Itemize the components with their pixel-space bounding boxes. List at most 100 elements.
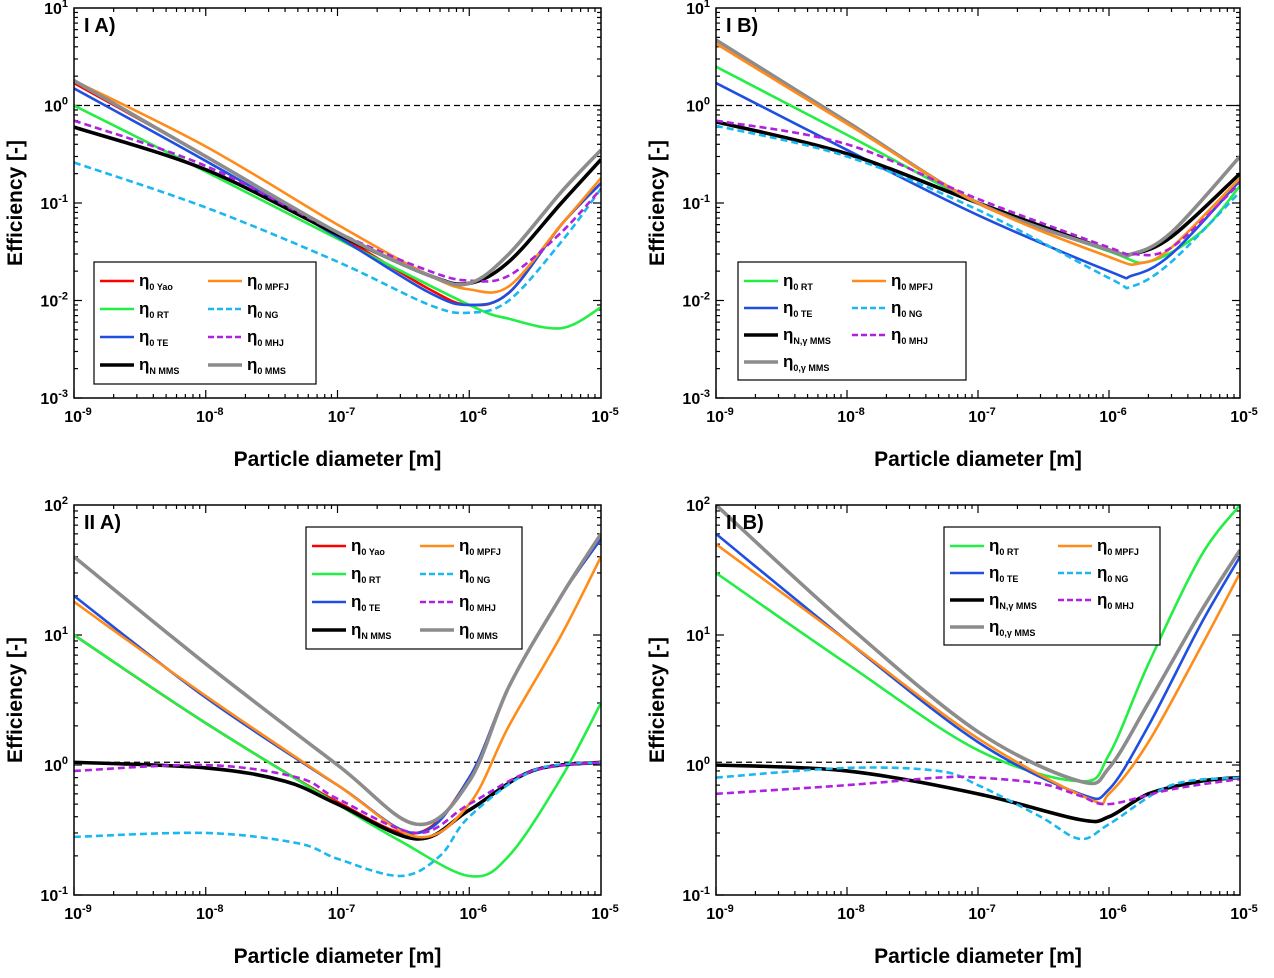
- legend: η0 RT η0 TE ηN,γ MMS η0,γ MMS η0 MPFJ η0 NG η0…: [943, 526, 1161, 646]
- x-axis-title: Particle diameter [m]: [234, 448, 442, 471]
- x-tick-label: 10-8: [837, 406, 865, 426]
- legend: η0 RT η0 TE ηN,γ MMS η0,γ MMS η0 MPFJ η0 NG η0…: [737, 261, 967, 381]
- series-line-0-ng: [716, 766, 1240, 841]
- y-tick-label: 101: [44, 625, 68, 645]
- series-line-0-mhj: [716, 119, 1240, 257]
- legend-entry: η0 MPFJ: [459, 536, 501, 557]
- legend-entry: η0 MPFJ: [1097, 536, 1139, 557]
- y-tick-label: 10-1: [40, 885, 68, 905]
- series-line-0-mms: [716, 38, 1240, 259]
- y-tick-label: 101: [686, 0, 710, 18]
- x-axis-title: Particle diameter [m]: [874, 448, 1082, 471]
- y-tick-label: 102: [44, 495, 68, 515]
- series-line-0-rt: [716, 65, 1240, 265]
- series-line-0-mms: [74, 79, 601, 287]
- y-tick-label: 100: [686, 96, 710, 116]
- legend-entry: η0 RT: [139, 299, 169, 320]
- plot-frame: [715, 7, 1241, 399]
- chart-panel-1: 10-9 10-8 10-7 10-6 10-5 10-3 10-2 10-1 100 101 Pa…: [4, 0, 619, 471]
- legend-entry: η0 NG: [891, 298, 922, 319]
- panel-label: I B): [726, 15, 758, 37]
- y-tick-label: 10-2: [40, 291, 68, 311]
- chart-panel-3: 10-9 10-8 10-7 10-6 10-5 10-1 100 101 102 Particl…: [4, 495, 619, 968]
- legend-entry: η0 NG: [459, 564, 490, 585]
- series-line-0-mpfj: [716, 42, 1240, 267]
- legend-entry: η0,γ MMS: [989, 617, 1035, 638]
- x-tick-label: 10-6: [459, 406, 487, 426]
- series-line-0-mpfj: [74, 556, 601, 839]
- series-line-0-ng: [74, 161, 601, 315]
- series-line-0-mms: [716, 505, 1240, 786]
- y-tick-label: 102: [686, 495, 710, 515]
- series-group: [74, 79, 601, 330]
- series-line-0-mhj: [74, 119, 601, 283]
- legend-entry: η0 RT: [783, 271, 813, 292]
- x-tick-label: 10-5: [591, 903, 619, 923]
- legend-entry: ηN MMS: [351, 620, 391, 641]
- y-tick-label: 10-2: [682, 291, 710, 311]
- x-tick-label: 10-6: [1099, 903, 1127, 923]
- x-tick-label: 10-8: [837, 903, 865, 923]
- series-group: [716, 505, 1240, 841]
- x-tick-label: 10-7: [328, 903, 356, 923]
- legend-entry: η0 MMS: [247, 355, 286, 376]
- series-line-n-mms: [716, 763, 1240, 824]
- legend-entry: η0 TE: [783, 298, 812, 319]
- series-line-0-mhj: [74, 760, 601, 835]
- legend-entry: η0 TE: [989, 563, 1018, 584]
- legend-entry: η0 NG: [1097, 563, 1128, 584]
- legend-entry: ηN MMS: [139, 355, 179, 376]
- legend-entry: η0 MHJ: [891, 325, 928, 346]
- y-tick-label: 10-3: [40, 388, 68, 408]
- legend-entry: η0 MPFJ: [891, 271, 933, 292]
- y-axis-title: Efficiency [-]: [646, 140, 669, 266]
- legend-entry: ηN,γ MMS: [989, 590, 1037, 611]
- legend-entry: η0,γ MMS: [783, 352, 829, 373]
- x-tick-label: 10-7: [328, 406, 356, 426]
- y-tick-label: 100: [686, 755, 710, 775]
- x-tick-label: 10-5: [1230, 903, 1258, 923]
- legend-entry: η0 Yao: [139, 271, 173, 292]
- y-axis-title: Efficiency [-]: [646, 637, 669, 763]
- legend: η0 Yao η0 RT η0 TE ηN MMS η0 MPFJ η0 NG η0 MHJ…: [93, 261, 317, 385]
- x-tick-label: 10-6: [459, 903, 487, 923]
- series-line-0-mms: [74, 532, 601, 827]
- legend-entry: η0 TE: [351, 592, 380, 613]
- legend-entry: η0 MMS: [459, 620, 498, 641]
- x-tick-label: 10-9: [64, 903, 92, 923]
- legend-entry: η0 RT: [351, 564, 381, 585]
- plot-frame: [73, 7, 602, 399]
- legend-entry: η0 MHJ: [459, 592, 496, 613]
- legend-entry: η0 TE: [139, 327, 168, 348]
- panel-label: II B): [726, 512, 764, 534]
- legend-entry: η0 MPFJ: [247, 271, 289, 292]
- y-axis-title: Efficiency [-]: [4, 637, 27, 763]
- x-tick-label: 10-8: [196, 903, 224, 923]
- legend-entry: η0 Yao: [351, 536, 385, 557]
- series-line-0-te: [716, 81, 1240, 280]
- x-tick-label: 10-9: [706, 903, 734, 923]
- y-tick-label: 10-1: [40, 193, 68, 213]
- y-axis-title: Efficiency [-]: [4, 140, 27, 266]
- panel-label: II A): [84, 512, 121, 534]
- legend: η0 Yao η0 RT η0 TE ηN MMS η0 MPFJ η0 NG η0 MHJ…: [305, 526, 523, 650]
- x-tick-label: 10-7: [968, 903, 996, 923]
- x-tick-label: 10-7: [968, 406, 996, 426]
- y-tick-label: 10-1: [682, 193, 710, 213]
- x-axis-title: Particle diameter [m]: [874, 945, 1082, 968]
- y-tick-label: 10-1: [682, 885, 710, 905]
- y-tick-label: 101: [44, 0, 68, 18]
- legend-entry: ηN,γ MMS: [783, 325, 831, 346]
- panel-label: I A): [84, 15, 115, 37]
- x-tick-label: 10-5: [1230, 406, 1258, 426]
- plot-frame: [715, 504, 1241, 896]
- legend-entry: η0 MHJ: [247, 327, 284, 348]
- y-tick-label: 100: [44, 96, 68, 116]
- x-axis-title: Particle diameter [m]: [234, 945, 442, 968]
- series-line-0-ng: [74, 760, 601, 878]
- legend-entry: η0 NG: [247, 299, 278, 320]
- x-tick-label: 10-5: [591, 406, 619, 426]
- chart-panel-2: 10-9 10-8 10-7 10-6 10-5 10-3 10-2 10-1 100 101 Pa…: [646, 0, 1258, 471]
- x-tick-label: 10-6: [1099, 406, 1127, 426]
